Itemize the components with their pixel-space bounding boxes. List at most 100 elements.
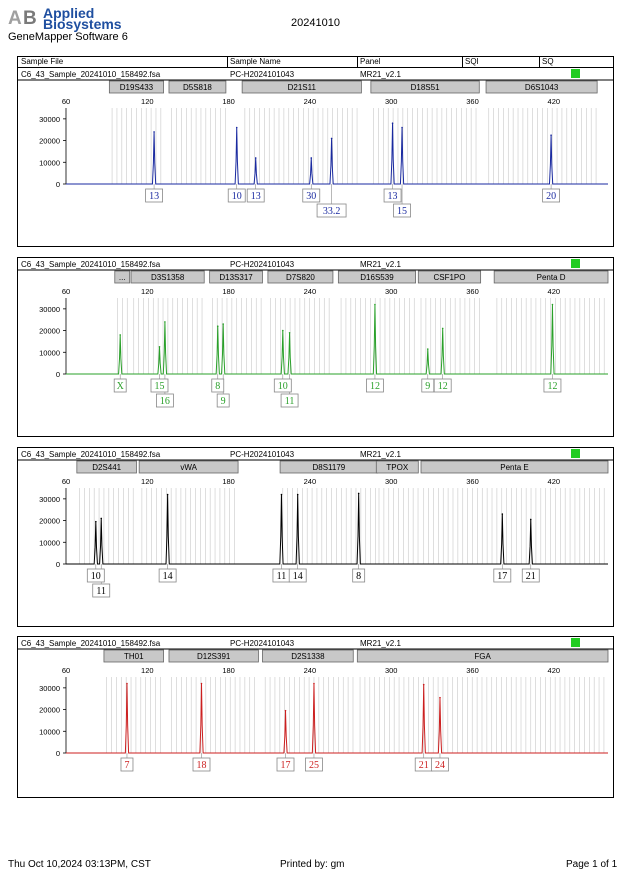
x-tick-label: 240 <box>304 287 317 296</box>
y-tick-label: 30000 <box>39 305 60 314</box>
peak-point <box>166 493 169 496</box>
electropherogram-black-chart: C6_43_Sample_20241010_158492.fsa PC-H2024… <box>18 449 613 598</box>
y-tick-label: 20000 <box>39 327 60 336</box>
marker-bar <box>241 80 362 94</box>
allele-label-row2-box <box>316 203 347 218</box>
marker-label: D2S1338 <box>291 652 325 661</box>
y-tick-label: 20000 <box>39 517 60 526</box>
peak-point <box>200 682 203 685</box>
peak-point <box>330 137 333 140</box>
sq-status-icon <box>571 259 580 268</box>
allele-label: 10 <box>278 381 288 392</box>
allele-label-box <box>120 757 134 772</box>
electropherogram-green-chart: C6_43_Sample_20241010_158492.fsa PC-H2024… <box>18 259 613 408</box>
y-tick-label: 30000 <box>39 684 60 693</box>
peak-point <box>310 157 313 159</box>
peak-point <box>254 157 257 159</box>
marker-label: D19S433 <box>120 83 154 92</box>
allele-label-row2-box <box>92 583 111 598</box>
peak-point <box>119 334 121 336</box>
x-tick-label: 120 <box>141 287 154 296</box>
allele-label-box <box>431 757 449 772</box>
peak-point <box>426 348 429 350</box>
x-tick-label: 420 <box>548 97 561 106</box>
allele-label-row2: 16 <box>160 396 170 407</box>
marker-label: D21S11 <box>288 83 317 92</box>
y-tick-label: 0 <box>56 370 60 379</box>
allele-label: 12 <box>370 381 380 392</box>
allele-label: 14 <box>293 571 303 582</box>
allele-label-box <box>421 378 435 393</box>
allele-label-row2: 9 <box>221 396 226 407</box>
y-tick-label: 30000 <box>39 115 60 124</box>
allele-label: 10 <box>91 571 101 582</box>
sq-status-icon <box>571 638 580 647</box>
allele-label: 11 <box>277 571 287 582</box>
x-tick-label: 180 <box>222 287 235 296</box>
marker-bar <box>417 270 482 284</box>
allele-label-box <box>493 568 512 583</box>
svg-text:B: B <box>23 8 37 27</box>
x-tick-label: 180 <box>222 97 235 106</box>
x-tick-label: 120 <box>141 477 154 486</box>
allele-label: 13 <box>388 191 398 202</box>
allele-label-box <box>383 188 402 203</box>
marker-label: D3S1358 <box>151 273 185 282</box>
sample-name-text: PC-H2024101043 <box>230 70 295 79</box>
x-tick-label: 120 <box>141 666 154 675</box>
sq-status-icon <box>571 69 580 78</box>
panel-name-text: MR21_v2.1 <box>360 70 401 79</box>
sample-file-text: C6_43_Sample_20241010_158492.fsa <box>21 260 161 269</box>
sq-status-icon <box>571 449 580 458</box>
marker-bar <box>375 460 419 474</box>
marker-bar <box>337 270 416 284</box>
col-sample-file: Sample File <box>21 57 64 66</box>
allele-label: 20 <box>546 191 556 202</box>
allele-label: 17 <box>281 760 291 771</box>
marker-label: D6S1043 <box>525 83 559 92</box>
panel-name-text: MR21_v2.1 <box>360 639 401 648</box>
peak-point <box>391 122 394 124</box>
sample-file-text: C6_43_Sample_20241010_158492.fsa <box>21 70 161 79</box>
marker-bar <box>76 460 137 474</box>
y-tick-label: 0 <box>56 749 60 758</box>
x-tick-label: 420 <box>548 287 561 296</box>
marker-bar <box>267 270 334 284</box>
trace-line <box>66 304 608 375</box>
allele-label-box <box>145 188 163 203</box>
allele-label: 12 <box>438 381 448 392</box>
allele-label-box <box>543 378 562 393</box>
allele-label: 8 <box>215 381 220 392</box>
allele-label-box <box>113 378 127 393</box>
allele-label-box <box>366 378 384 393</box>
x-tick-label: 360 <box>466 477 479 486</box>
marker-bar <box>103 649 164 663</box>
applied-biosystems-logo-icon: A B <box>8 8 37 27</box>
marker-label: D7S820 <box>286 273 315 282</box>
marker-label: D2S441 <box>92 463 121 472</box>
marker-bar <box>114 270 131 284</box>
electropherogram-panel-green: C6_43_Sample_20241010_158492.fsa PC-H2024… <box>17 257 614 437</box>
col-sample-name: Sample Name <box>230 57 281 66</box>
marker-label: FGA <box>474 652 491 661</box>
allele-label-box <box>211 378 225 393</box>
marker-label: D12S391 <box>197 652 231 661</box>
peak-point <box>422 683 425 686</box>
allele-label: 13 <box>251 191 261 202</box>
x-tick-label: 300 <box>385 666 398 675</box>
allele-label-box <box>288 568 307 583</box>
y-tick-label: 10000 <box>39 727 60 736</box>
allele-label-row2: 33.2 <box>323 206 341 217</box>
marker-bar <box>209 270 263 284</box>
allele-label: 15 <box>154 381 164 392</box>
peak-point <box>501 513 504 515</box>
x-tick-label: 300 <box>385 477 398 486</box>
footer-printed-by: Printed by: gm <box>280 859 345 870</box>
y-tick-label: 10000 <box>39 538 60 547</box>
allele-label: 21 <box>526 571 536 582</box>
peak-point <box>280 493 283 496</box>
allele-label-box <box>246 188 265 203</box>
x-tick-label: 360 <box>466 666 479 675</box>
allele-label-row2-box <box>216 393 230 408</box>
y-tick-label: 0 <box>56 560 60 569</box>
